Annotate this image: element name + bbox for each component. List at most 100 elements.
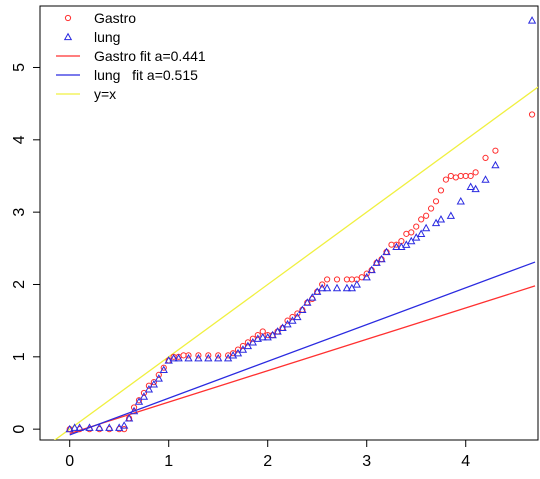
lung-point: [471, 184, 480, 193]
y-tick-label: 2: [11, 280, 28, 289]
lung-point: [70, 423, 79, 431]
gastro-point: [140, 389, 148, 397]
legend-label: lung fit a=0.515: [94, 67, 198, 83]
lung-point: [446, 211, 456, 219]
gastro-point: [452, 174, 459, 181]
lung-point: [134, 397, 144, 405]
gastro-point: [180, 352, 187, 359]
lung-point: [417, 229, 426, 237]
lung-point: [124, 413, 134, 422]
gastro-point: [447, 172, 454, 180]
y-tick-label: 4: [11, 135, 28, 144]
lung-point: [303, 298, 312, 306]
gastro-point: [155, 371, 162, 378]
lung-point: [308, 293, 317, 301]
lung-point: [214, 353, 223, 362]
gastro-point: [205, 352, 212, 359]
lung-point: [169, 353, 178, 362]
gastro-point: [215, 352, 222, 359]
gastro-point: [423, 212, 430, 219]
lung-point: [332, 283, 342, 292]
series-line-2: [53, 86, 538, 440]
gastro-point: [462, 172, 469, 180]
lung-point: [466, 182, 475, 190]
gastro-point: [437, 187, 445, 194]
lung-point: [243, 341, 253, 350]
lung-point: [283, 319, 292, 328]
axes: 0 1 2 3 4 0 1 2 3 4 5: [11, 63, 470, 470]
lung-point: [313, 287, 322, 295]
lung-point: [194, 353, 203, 362]
lung-point: [184, 353, 193, 362]
x-tick-label: 1: [164, 453, 173, 470]
lung-point: [407, 236, 416, 245]
gastro-point: [418, 216, 425, 223]
legend-label: y=x: [94, 86, 116, 102]
plot-area: [53, 16, 538, 440]
lung-point: [159, 365, 168, 373]
gastro-point: [413, 223, 420, 230]
lung-point: [342, 283, 352, 292]
gastro-point: [185, 352, 192, 359]
lung-point: [491, 160, 500, 169]
lung-point: [204, 353, 213, 362]
gastro-point: [393, 241, 400, 248]
y-tick-label: 0: [11, 425, 28, 434]
lung-point: [288, 316, 297, 324]
gastro-point: [363, 270, 370, 277]
lung-point: [174, 353, 183, 362]
lung-point: [278, 323, 287, 332]
gastro-point: [492, 147, 499, 154]
lung-point: [75, 423, 84, 431]
gastro-point: [388, 241, 395, 248]
lung-point: [248, 338, 258, 346]
lung-point: [120, 421, 129, 429]
gastro-point: [528, 111, 536, 118]
gastro-point: [408, 229, 415, 236]
gastro-point: [294, 310, 301, 317]
y-tick-label: 1: [11, 352, 28, 361]
gastro-point: [403, 230, 410, 237]
gastro-point: [467, 172, 474, 180]
y-tick-label: 3: [11, 208, 28, 217]
lung-point: [139, 392, 149, 400]
lung-point: [481, 175, 490, 183]
series-line-1: [69, 261, 536, 436]
lung-point: [377, 254, 386, 263]
gastro-point: [432, 198, 440, 205]
lung-point: [129, 406, 139, 415]
legend-label: lung: [94, 29, 120, 45]
lung-point: [527, 16, 537, 24]
gastro-point: [482, 154, 489, 161]
series-line-0: [69, 285, 536, 435]
legend-symbol-circle: [64, 14, 72, 22]
gastro-point: [427, 205, 435, 212]
legend: Gastro lung Gastro fit a=0.441 lung fit a=0…: [56, 10, 206, 102]
lung-point: [382, 247, 391, 256]
lung-point: [352, 280, 361, 288]
lung-point: [154, 374, 163, 382]
lung-point: [322, 283, 332, 292]
lung-point: [233, 348, 243, 357]
gastro-point: [343, 276, 351, 283]
lung-point: [65, 424, 74, 433]
lung-point: [367, 265, 376, 274]
y-tick-label: 5: [11, 63, 28, 72]
lung-point: [105, 423, 114, 431]
lung-point: [253, 334, 262, 342]
lung-point: [144, 385, 154, 393]
lung-point: [95, 423, 104, 431]
x-tick-label: 2: [263, 453, 272, 470]
x-tick-label: 4: [461, 453, 470, 470]
gastro-point: [160, 364, 167, 371]
lung-point: [238, 345, 248, 353]
lung-point: [372, 258, 381, 266]
lung-point: [436, 215, 446, 223]
gastro-point: [195, 352, 202, 359]
lung-point: [268, 330, 277, 339]
gastro-point: [254, 332, 261, 339]
gastro-point: [324, 276, 331, 283]
gastro-point: [333, 276, 341, 283]
lung-point: [421, 223, 431, 232]
